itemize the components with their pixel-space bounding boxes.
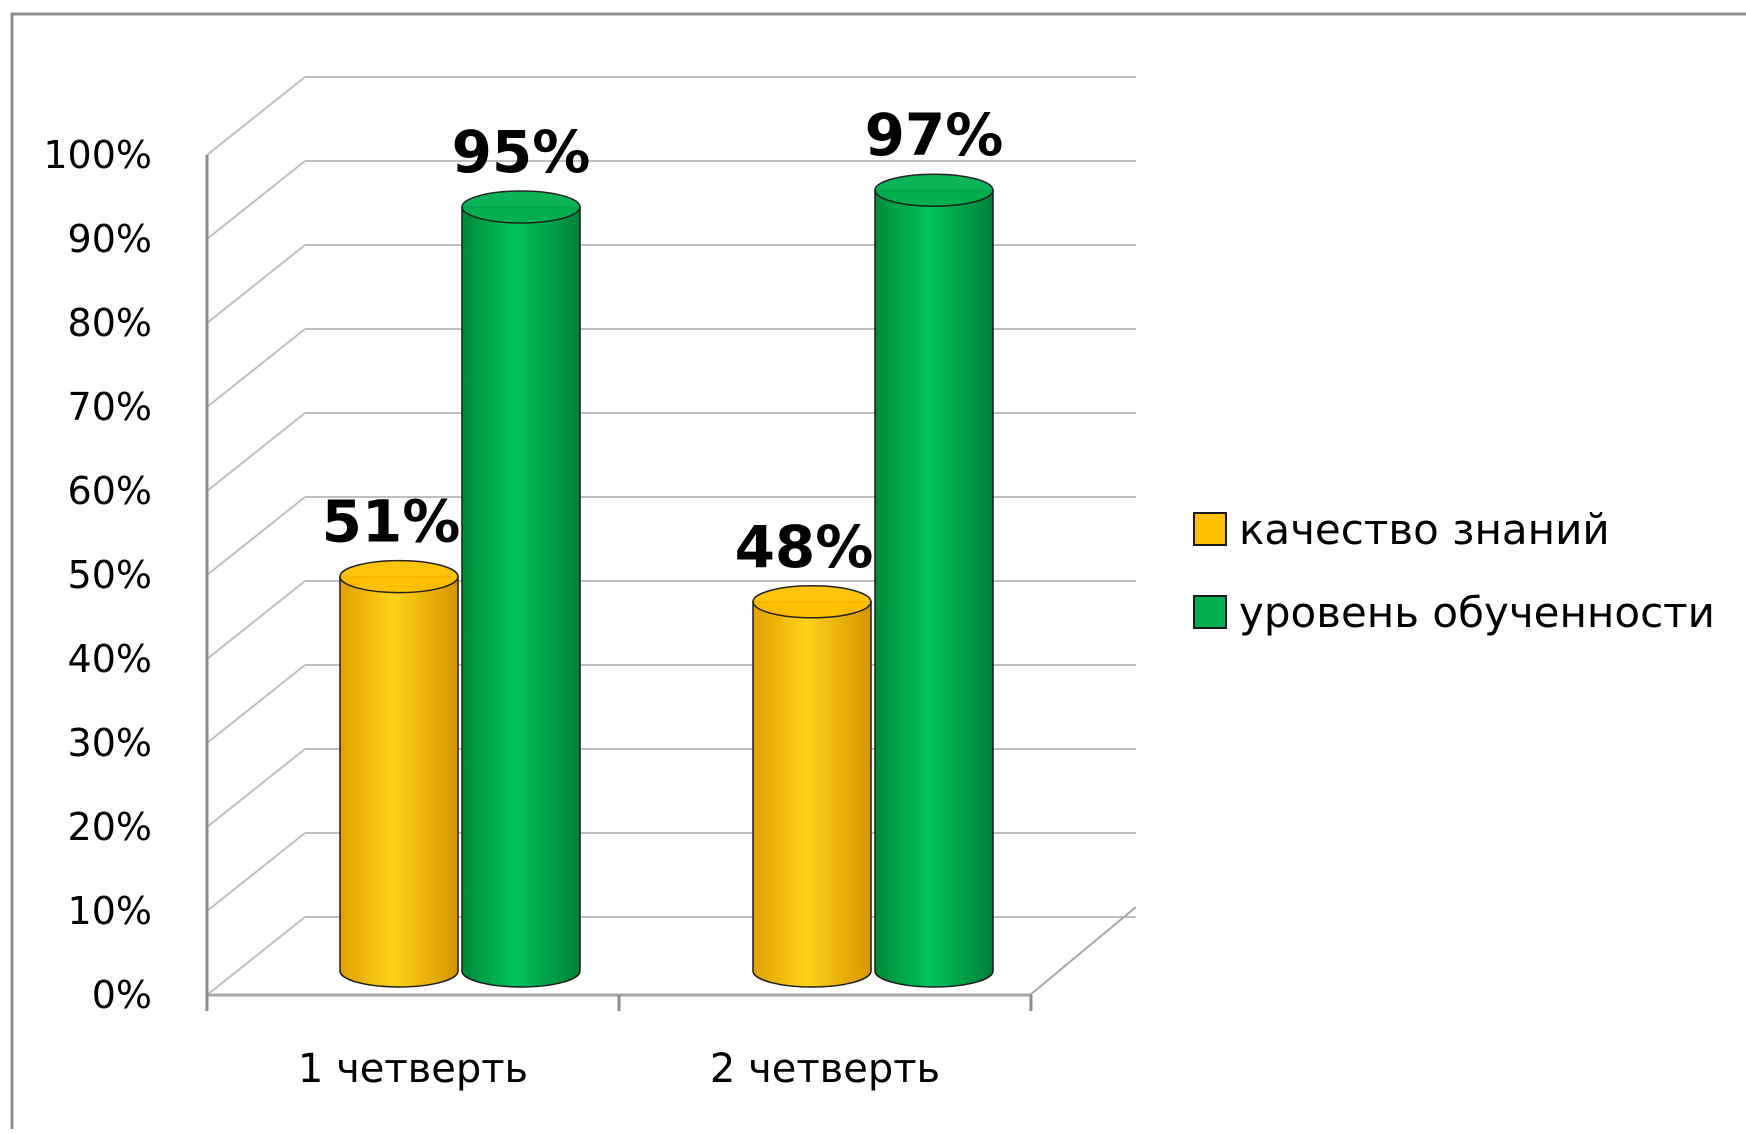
y-tick-label: 20% (68, 805, 152, 849)
bar (461, 206, 581, 988)
gridline-side (206, 160, 306, 240)
legend-label: уровень обученности (1239, 588, 1715, 637)
y-tick-label: 100% (43, 133, 152, 177)
gridline-side (206, 748, 306, 828)
y-tick-label: 30% (68, 721, 152, 765)
bar (874, 189, 994, 988)
y-tick-label: 0% (92, 973, 152, 1017)
gridline-side (206, 412, 306, 492)
legend-swatch (1193, 512, 1227, 546)
gridline-side (206, 244, 306, 324)
y-tick-label: 10% (68, 889, 152, 933)
gridline-side (206, 580, 306, 660)
data-label: 48% (735, 513, 874, 581)
y-tick-label: 60% (68, 469, 152, 513)
bar-top (752, 585, 872, 619)
x-tick-label: 2 четверть (710, 1046, 940, 1092)
data-label: 97% (865, 101, 1004, 169)
data-label: 95% (452, 118, 591, 186)
data-label: 51% (322, 488, 461, 556)
legend-label: качество знаний (1239, 505, 1610, 554)
bar-top (339, 559, 459, 594)
gridline-side (206, 664, 306, 744)
floor-edge-right (1029, 906, 1137, 996)
y-tick-label: 90% (68, 217, 152, 261)
y-tick-label: 50% (68, 553, 152, 597)
bar-top (461, 190, 581, 224)
bar-top (874, 173, 994, 207)
y-tick-label: 80% (68, 301, 152, 345)
gridline-side (206, 76, 306, 156)
y-tick-label: 70% (68, 385, 152, 429)
x-tick-label: 1 четверть (298, 1046, 528, 1092)
legend-swatch (1193, 595, 1227, 629)
y-tick-label: 40% (68, 637, 152, 681)
gridline-side (206, 832, 306, 912)
bar (752, 601, 872, 988)
gridline-side (206, 916, 306, 996)
gridline-side (206, 496, 306, 576)
bar (339, 575, 459, 988)
gridline-side (206, 328, 306, 408)
